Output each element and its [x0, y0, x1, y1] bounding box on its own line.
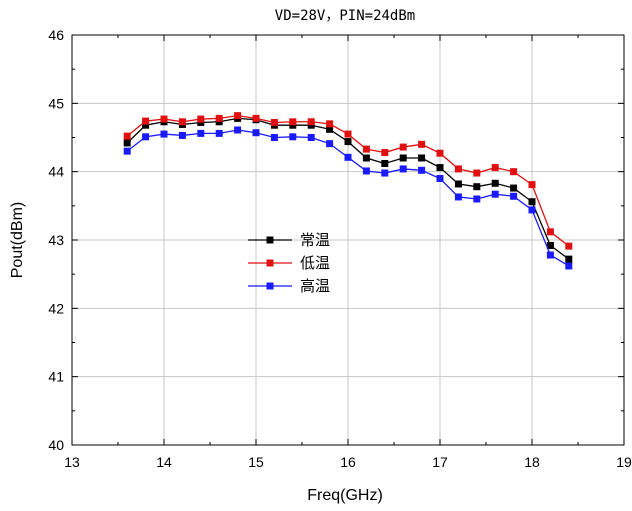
- data-point: [197, 129, 205, 137]
- data-point: [546, 251, 554, 259]
- x-tick-label: 14: [156, 454, 172, 470]
- data-point: [528, 198, 536, 206]
- data-point: [123, 132, 131, 140]
- data-point: [362, 154, 370, 162]
- y-tick-label: 45: [48, 95, 64, 111]
- data-point: [344, 153, 352, 161]
- data-point: [197, 115, 205, 123]
- legend-marker: [266, 236, 274, 244]
- x-tick-label: 18: [524, 454, 540, 470]
- data-point: [473, 195, 481, 203]
- data-point: [307, 118, 315, 126]
- x-axis-label: Freq(GHz): [307, 487, 383, 504]
- data-point: [436, 149, 444, 157]
- data-point: [362, 167, 370, 175]
- data-point: [215, 129, 223, 137]
- data-point: [142, 117, 150, 125]
- data-point: [178, 118, 186, 126]
- chart-title: VD=28V，PIN=24dBm: [275, 8, 415, 24]
- data-point: [234, 126, 242, 134]
- data-point: [142, 133, 150, 141]
- legend-marker: [266, 282, 274, 290]
- y-axis-label: Pout(dBm): [9, 202, 26, 278]
- legend-label: 高温: [300, 277, 330, 295]
- y-tick-label: 40: [48, 437, 64, 453]
- data-point: [565, 262, 573, 270]
- data-point: [289, 133, 297, 141]
- data-point: [160, 115, 168, 123]
- y-tick-label: 42: [48, 300, 64, 316]
- data-point: [381, 169, 389, 177]
- axis-ticks: 13 14 15 16 17 18 19 40 41 42 43 44 45 46: [48, 27, 632, 470]
- data-point: [307, 134, 315, 141]
- x-tick-label: 16: [340, 454, 356, 470]
- legend-label: 低温: [300, 254, 330, 272]
- data-point: [418, 140, 426, 148]
- data-point: [510, 184, 518, 192]
- data-point: [436, 164, 444, 172]
- data-point: [565, 255, 573, 263]
- data-point: [491, 190, 499, 198]
- data-point: [454, 165, 462, 173]
- data-point: [454, 193, 462, 201]
- data-point: [454, 180, 462, 188]
- data-point: [546, 241, 554, 249]
- series-3: [123, 126, 573, 270]
- data-point: [491, 164, 499, 172]
- data-point: [326, 125, 334, 133]
- data-point: [270, 118, 278, 126]
- data-point: [289, 118, 297, 126]
- data-point: [510, 168, 518, 176]
- legend-item: 低温: [248, 254, 330, 272]
- legend-marker: [266, 259, 274, 267]
- data-point: [510, 192, 518, 200]
- data-point: [418, 154, 426, 162]
- data-point: [344, 130, 352, 138]
- data-point: [565, 242, 573, 250]
- data-point: [252, 129, 260, 137]
- x-tick-label: 17: [432, 454, 448, 470]
- grid: [72, 35, 624, 445]
- data-point: [123, 139, 131, 147]
- data-point: [344, 138, 352, 146]
- data-point: [234, 112, 242, 120]
- data-point: [473, 169, 481, 177]
- data-point: [399, 154, 407, 162]
- data-point: [418, 166, 426, 174]
- data-point: [399, 165, 407, 173]
- data-point: [381, 159, 389, 167]
- data-point: [491, 179, 499, 187]
- data-point: [123, 147, 131, 155]
- legend-item: 高温: [248, 277, 330, 295]
- series-layer: [123, 112, 573, 270]
- y-tick-label: 43: [48, 232, 64, 248]
- data-point: [326, 120, 334, 128]
- x-tick-label: 19: [616, 454, 632, 470]
- data-point: [178, 131, 186, 139]
- y-tick-label: 46: [48, 27, 64, 43]
- data-point: [436, 175, 444, 182]
- data-point: [473, 183, 481, 191]
- data-point: [215, 114, 223, 122]
- data-point: [528, 206, 536, 214]
- series-2: [123, 112, 573, 250]
- data-point: [270, 134, 278, 141]
- data-point: [399, 143, 407, 151]
- legend-label: 常温: [300, 231, 330, 249]
- data-point: [160, 130, 168, 138]
- data-point: [326, 140, 334, 148]
- x-tick-label: 15: [248, 454, 264, 470]
- legend-item: 常温: [248, 231, 330, 249]
- y-tick-label: 44: [48, 164, 64, 180]
- data-point: [546, 228, 554, 236]
- data-point: [252, 114, 260, 122]
- data-point: [142, 121, 150, 129]
- x-tick-label: 13: [64, 454, 80, 470]
- data-point: [528, 181, 536, 189]
- y-tick-label: 41: [48, 369, 64, 385]
- data-point: [362, 145, 370, 153]
- data-point: [381, 149, 389, 157]
